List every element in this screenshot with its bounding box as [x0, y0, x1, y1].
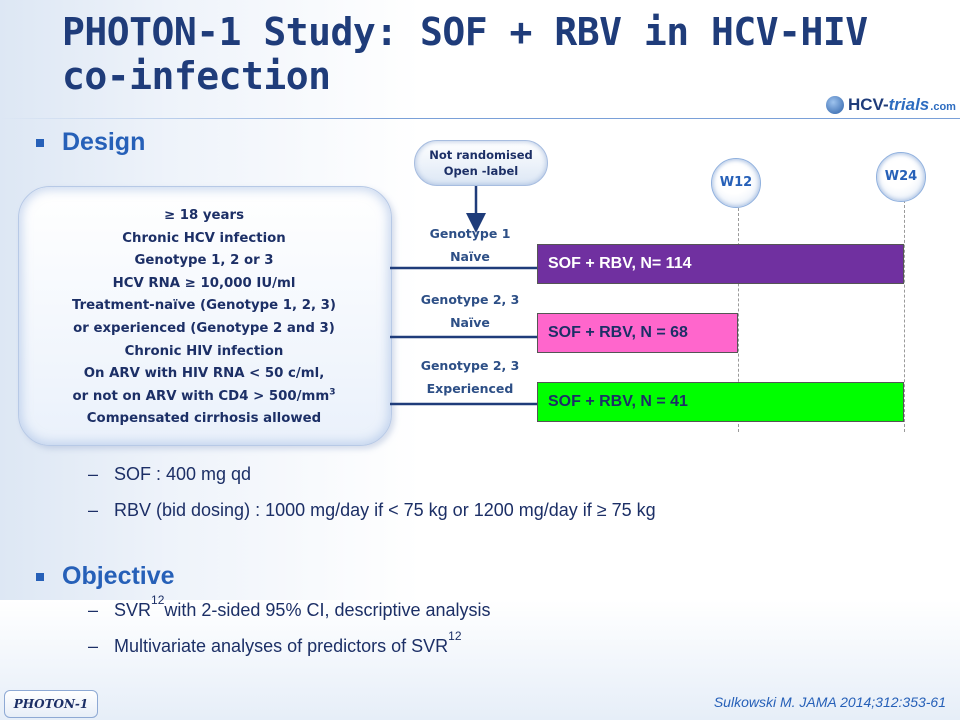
- dash-bullet: –: [88, 500, 99, 520]
- arm-1-status: Naïve: [450, 249, 490, 264]
- inclusion-criteria-box: [18, 186, 392, 446]
- header-divider: [0, 118, 960, 119]
- criterion: Chronic HIV infection: [124, 343, 284, 359]
- criterion: HCV RNA ≥ 10,000 IU/ml: [112, 275, 296, 291]
- criterion: or not on ARV with CD4 > 500/mm3: [18, 386, 390, 409]
- slide-title-line-2: co-infection: [62, 54, 331, 98]
- randomisation-line-2: Open -label: [443, 164, 519, 178]
- criterion: Compensated cirrhosis allowed: [86, 411, 322, 427]
- objective-item-2-pre: Multivariate analyses of predictors of S…: [114, 636, 449, 656]
- arm-3-status: Experienced: [426, 381, 514, 396]
- arm-2-label: Genotype 2, 3 Naïve: [408, 288, 532, 334]
- arm-2-genotype: Genotype 2, 3: [420, 292, 520, 307]
- criterion-cd4-text: or not on ARV with CD4 > 500/mm: [72, 388, 330, 404]
- objective-item-1-post: with 2-sided 95% CI, descriptive analysi…: [164, 600, 491, 620]
- inclusion-criteria-list: ≥ 18 years Chronic HCV infection Genotyp…: [18, 205, 390, 431]
- randomisation-line-1: Not randomised: [429, 148, 533, 162]
- dosing-sof-text: SOF : 400 mg qd: [114, 464, 252, 484]
- dash-bullet: –: [88, 636, 99, 656]
- week-24-marker: W24: [876, 152, 926, 202]
- dosing-sof: – SOF : 400 mg qd: [88, 464, 251, 485]
- arm-2-status: Naïve: [450, 315, 490, 330]
- randomisation-pill: Not randomised Open -label: [414, 140, 548, 186]
- logo-text-hcv: HCV-: [848, 95, 889, 114]
- dosing-rbv: – RBV (bid dosing) : 1000 mg/day if < 75…: [88, 500, 656, 521]
- objective-item-1: – SVR 12 with 2-sided 95% CI, descriptive…: [88, 593, 491, 621]
- criterion: Chronic HCV infection: [122, 230, 286, 246]
- logo-disc-icon: [826, 96, 844, 114]
- dosing-rbv-text: RBV (bid dosing) : 1000 mg/day if < 75 k…: [114, 500, 656, 520]
- background-footer-gradient: [0, 600, 960, 720]
- design-heading: Design: [36, 128, 145, 157]
- arm-3-genotype: Genotype 2, 3: [420, 358, 520, 373]
- w12-dashed-line: [738, 208, 739, 432]
- arm-2-treatment-bar: SOF + RBV, N = 68: [537, 313, 738, 353]
- criterion-cd4-superscript: 3: [329, 387, 336, 398]
- objective-heading: Objective: [36, 562, 175, 591]
- logo-text-trials: trials: [888, 95, 930, 114]
- criterion: Genotype 1, 2 or 3: [134, 253, 274, 269]
- dash-bullet: –: [88, 464, 99, 484]
- arm-1-label: Genotype 1 Naïve: [408, 222, 532, 268]
- arm-3-treatment-bar: SOF + RBV, N = 41: [537, 382, 904, 422]
- square-bullet-icon: [36, 138, 44, 147]
- criterion: On ARV with HIV RNA < 50 c/ml,: [83, 366, 325, 382]
- logo-text-com: .com: [930, 101, 956, 113]
- objective-item-2-sub: 12: [448, 629, 462, 643]
- criterion: Treatment-naïve (Genotype 1, 2, 3): [71, 298, 337, 314]
- w24-dashed-line: [904, 200, 905, 432]
- week-12-marker: W12: [711, 158, 761, 208]
- square-bullet-icon: [36, 572, 44, 581]
- slide-title: PHOTON-1 Study: SOF + RBV in HCV-HIV co-…: [62, 10, 942, 98]
- study-tag: PHOTON-1: [4, 690, 98, 718]
- objective-item-2: – Multivariate analyses of predictors of…: [88, 629, 462, 657]
- criterion: or experienced (Genotype 2 and 3): [73, 320, 335, 336]
- arm-3-label: Genotype 2, 3 Experienced: [408, 354, 532, 400]
- criterion: ≥ 18 years: [163, 208, 245, 223]
- citation: Sulkowski M. JAMA 2014;312:353-61: [713, 694, 946, 710]
- objective-heading-text: Objective: [62, 562, 175, 590]
- dash-bullet: –: [88, 600, 99, 620]
- arm-1-treatment-bar: SOF + RBV, N= 114: [537, 244, 904, 284]
- slide-title-line-1: PHOTON-1 Study: SOF + RBV in HCV-HIV: [62, 10, 868, 54]
- hcv-trials-logo: HCV-trials .com: [826, 92, 956, 118]
- design-heading-text: Design: [62, 128, 146, 156]
- objective-item-1-pre: SVR: [114, 600, 152, 620]
- objective-item-1-sub: 12: [151, 593, 165, 607]
- arm-1-genotype: Genotype 1: [429, 226, 511, 241]
